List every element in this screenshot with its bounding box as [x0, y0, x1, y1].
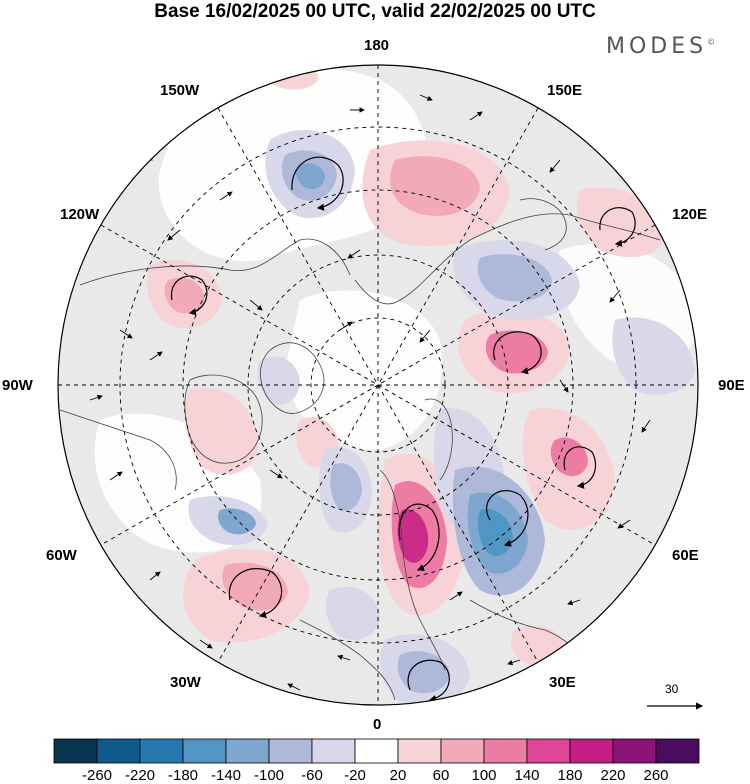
lon-label-180: 180 — [364, 37, 390, 54]
colorbar-swatch — [569, 738, 614, 764]
reference-vector-label: 30 — [665, 682, 679, 696]
colorbar-swatch — [225, 738, 270, 764]
lon-label-150e: 150E — [547, 82, 583, 99]
lon-label-0: 0 — [373, 716, 382, 733]
negative-anomaly — [295, 163, 325, 190]
colorbar — [53, 738, 700, 764]
lon-label-90e: 90E — [718, 377, 745, 394]
map-border — [57, 64, 699, 706]
near-zero-region — [285, 290, 442, 450]
colorbar-swatch — [268, 738, 313, 764]
lon-label-120w: 120W — [60, 206, 100, 223]
positive-anomaly — [270, 65, 319, 90]
colorbar-tick-label: 20 — [389, 767, 407, 784]
colorbar-tick-label: 260 — [643, 767, 669, 784]
lon-label-60e: 60E — [672, 547, 699, 564]
colorbar-tick-label: -180 — [167, 767, 199, 784]
colorbar-swatch — [655, 738, 700, 764]
colorbar-tick-label: 140 — [514, 767, 540, 784]
colorbar-tick-label: 60 — [432, 767, 450, 784]
colorbar-tick-label: -20 — [344, 767, 366, 784]
lon-label-60w: 60W — [46, 547, 77, 564]
map-title: Base 16/02/2025 00 UTC, valid 22/02/2025… — [154, 1, 596, 22]
negative-anomaly — [325, 586, 380, 640]
colorbar-tick-label: 180 — [557, 767, 583, 784]
logo-text: MODES — [606, 34, 708, 59]
lon-label-120e: 120E — [672, 206, 708, 223]
positive-anomaly — [164, 277, 205, 314]
logo-copyright: © — [707, 37, 716, 47]
lon-label-150w: 150W — [160, 82, 200, 99]
colorbar-tick-label: -100 — [253, 767, 285, 784]
lon-label-90w: 90W — [2, 377, 33, 394]
colorbar-tick-label: -220 — [124, 767, 156, 784]
colorbar-tick-label: -140 — [210, 767, 242, 784]
positive-anomaly — [184, 388, 259, 475]
colorbar-swatch — [139, 738, 184, 764]
negative-anomaly — [257, 356, 300, 405]
colorbar-swatch — [612, 738, 657, 764]
positive-anomaly — [485, 330, 548, 374]
negative-anomaly — [218, 508, 256, 535]
positive-anomaly — [390, 156, 480, 216]
negative-anomaly — [612, 317, 695, 395]
colorbar-swatch — [53, 738, 98, 764]
colorbar-swatch — [397, 738, 442, 764]
colorbar-swatch — [440, 738, 485, 764]
lon-label-30e: 30E — [549, 674, 576, 691]
colorbar-tick-label: 220 — [600, 767, 626, 784]
colorbar-tick-label: -60 — [301, 767, 323, 784]
colorbar-swatch — [311, 738, 356, 764]
colorbar-tick-label: 100 — [471, 767, 497, 784]
colorbar-swatch — [354, 738, 399, 764]
colorbar-swatch — [483, 738, 528, 764]
colorbar-swatch — [182, 738, 227, 764]
colorbar-tick-label: -260 — [81, 767, 113, 784]
colorbar-swatch — [526, 738, 571, 764]
graticule — [58, 65, 698, 705]
modes-logo: MODES© — [606, 34, 715, 59]
lon-label-30w: 30W — [170, 674, 201, 691]
circulation-streamlines — [170, 156, 636, 703]
anomaly-field — [94, 65, 698, 705]
colorbar-swatch — [96, 738, 141, 764]
wind-vectors — [89, 94, 651, 691]
negative-anomaly — [477, 254, 552, 302]
positive-anomaly — [397, 509, 429, 563]
negative-anomaly — [330, 463, 362, 511]
